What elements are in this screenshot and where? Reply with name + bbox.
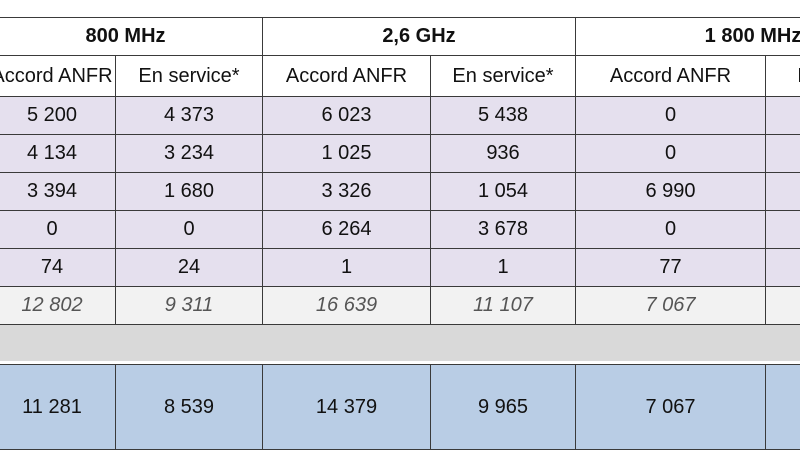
data-cell: 5 200 bbox=[0, 96, 116, 135]
data-cell: 0 bbox=[0, 210, 116, 249]
data-cell bbox=[765, 210, 800, 249]
total-cell: 11 281 bbox=[0, 364, 116, 450]
total-cell: 9 965 bbox=[430, 364, 576, 450]
subtotal-cell: 11 107 bbox=[430, 286, 576, 325]
group-header: 800 MHz bbox=[0, 17, 263, 56]
total-cell: 8 539 bbox=[115, 364, 263, 450]
data-cell: 1 bbox=[262, 248, 431, 287]
subtotal-cell bbox=[765, 286, 800, 325]
subtotal-cell: 7 067 bbox=[575, 286, 766, 325]
data-cell: 74 bbox=[0, 248, 116, 287]
column-header: Accord ANFR bbox=[262, 55, 431, 97]
column-header: Accord ANFR bbox=[575, 55, 766, 97]
column-header: En service* bbox=[430, 55, 576, 97]
column-header: En service* bbox=[765, 55, 800, 97]
data-cell: 3 394 bbox=[0, 172, 116, 211]
data-cell bbox=[765, 134, 800, 173]
total-cell bbox=[765, 364, 800, 450]
separator-band bbox=[0, 325, 800, 361]
data-cell: 1 025 bbox=[262, 134, 431, 173]
data-cell: 4 373 bbox=[115, 96, 263, 135]
data-cell: 5 438 bbox=[430, 96, 576, 135]
data-cell: 0 bbox=[575, 210, 766, 249]
data-cell: 4 134 bbox=[0, 134, 116, 173]
group-header: 1 800 MHz bbox=[575, 17, 800, 56]
data-cell: 3 326 bbox=[262, 172, 431, 211]
subtotal-cell: 16 639 bbox=[262, 286, 431, 325]
data-cell: 6 990 bbox=[575, 172, 766, 211]
data-cell: 0 bbox=[575, 134, 766, 173]
data-cell: 0 bbox=[115, 210, 263, 249]
data-cell bbox=[765, 96, 800, 135]
total-cell: 14 379 bbox=[262, 364, 431, 450]
group-header: 2,6 GHz bbox=[262, 17, 576, 56]
column-header: En service* bbox=[115, 55, 263, 97]
data-cell: 1 bbox=[430, 248, 576, 287]
data-cell: 6 023 bbox=[262, 96, 431, 135]
column-header: Accord ANFR bbox=[0, 55, 116, 97]
data-cell: 1 680 bbox=[115, 172, 263, 211]
data-cell: 6 264 bbox=[262, 210, 431, 249]
data-cell: 3 234 bbox=[115, 134, 263, 173]
data-cell: 3 678 bbox=[430, 210, 576, 249]
subtotal-cell: 9 311 bbox=[115, 286, 263, 325]
data-cell: 0 bbox=[575, 96, 766, 135]
data-cell: 77 bbox=[575, 248, 766, 287]
data-cell bbox=[765, 172, 800, 211]
data-cell: 24 bbox=[115, 248, 263, 287]
data-cell: 936 bbox=[430, 134, 576, 173]
total-cell: 7 067 bbox=[575, 364, 766, 450]
subtotal-cell: 12 802 bbox=[0, 286, 116, 325]
data-cell bbox=[765, 248, 800, 287]
data-cell: 1 054 bbox=[430, 172, 576, 211]
